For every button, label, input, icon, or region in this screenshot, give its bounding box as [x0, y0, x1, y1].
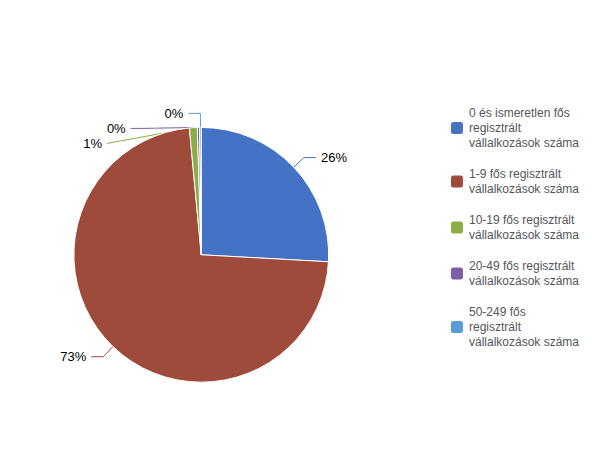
svg-text:vállalkozások száma: vállalkozások száma: [469, 136, 579, 150]
svg-text:26%: 26%: [321, 150, 347, 165]
svg-text:50-249 fős: 50-249 fős: [469, 305, 526, 319]
svg-text:vállalkozások száma: vállalkozások száma: [469, 228, 579, 242]
svg-text:1-9 fős regisztrált: 1-9 fős regisztrált: [469, 167, 562, 181]
svg-text:0%: 0%: [107, 121, 126, 136]
svg-text:vállalkozások száma: vállalkozások száma: [469, 182, 579, 196]
svg-text:vállalkozások száma: vállalkozások száma: [469, 274, 579, 288]
svg-text:0 és ismeretlen fős: 0 és ismeretlen fős: [469, 106, 570, 120]
svg-text:regisztrált: regisztrált: [469, 320, 522, 334]
svg-text:73%: 73%: [60, 349, 86, 364]
svg-text:10-19 fős regisztrált: 10-19 fős regisztrált: [469, 213, 575, 227]
svg-text:1%: 1%: [83, 136, 102, 151]
svg-text:regisztrált: regisztrált: [469, 121, 522, 135]
svg-text:20-49 fős regisztrált: 20-49 fős regisztrált: [469, 259, 575, 273]
svg-text:vállalkozások száma: vállalkozások száma: [469, 335, 579, 349]
svg-text:0%: 0%: [165, 106, 184, 121]
